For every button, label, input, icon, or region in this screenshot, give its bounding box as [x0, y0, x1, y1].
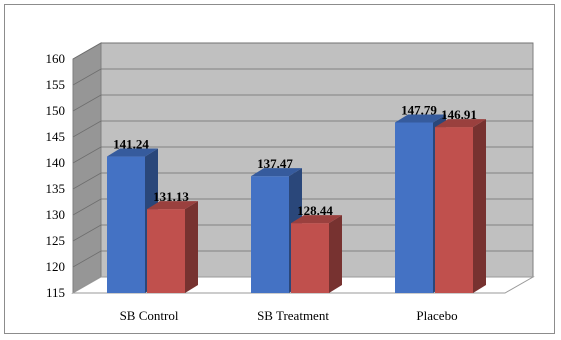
bar-front-0-1	[251, 176, 289, 293]
side-wall	[72, 42, 102, 294]
gridline-side	[72, 198, 102, 216]
y-tick-label: 120	[46, 259, 66, 274]
bar-top-1-2	[435, 119, 486, 128]
y-tick-label: 140	[46, 155, 66, 170]
x-category-label: Placebo	[416, 308, 457, 323]
bar-top-1-1	[291, 215, 342, 224]
bar-front-1-1	[291, 223, 329, 293]
y-tick-label: 130	[46, 207, 66, 222]
bar-side-1-0	[185, 201, 198, 293]
y-tick-label: 125	[46, 233, 66, 248]
gridline-side	[72, 146, 102, 164]
bar-top-0-2	[395, 114, 446, 123]
bar-top-1-0	[147, 201, 198, 210]
gridline-side	[72, 172, 102, 190]
data-label: 146.91	[441, 107, 477, 122]
bar-front-1-0	[147, 209, 185, 293]
gridline-side	[72, 250, 102, 268]
data-label: 131.13	[153, 189, 189, 204]
y-tick-label: 150	[46, 103, 66, 118]
bar-side-1-1	[329, 215, 342, 293]
x-category-label: SB Treatment	[257, 308, 329, 323]
data-label: 137.47	[257, 156, 293, 171]
chart-frame: 115 120 125 130 135 140 145 150 155 160 SB Contro…	[4, 4, 555, 334]
y-tick-label: 135	[46, 181, 66, 196]
x-category-label: SB Control	[120, 308, 179, 323]
bar-side-1-2	[473, 119, 486, 294]
x-axis-categories: SB Control SB Treatment Placebo	[120, 308, 458, 323]
data-labels: 141.24 131.13 137.47 128.44 147.79 146.91	[113, 102, 477, 218]
bar-front-1-2	[435, 127, 473, 294]
gridline-side	[72, 94, 102, 112]
data-label: 147.79	[401, 102, 437, 117]
bar-front-0-0	[107, 156, 145, 293]
bar-chart: 115 120 125 130 135 140 145 150 155 160 SB Contro…	[46, 42, 535, 323]
y-axis-ticks: 115 120 125 130 135 140 145 150 155 160	[46, 51, 66, 300]
bars-group	[107, 114, 486, 294]
gridline-side	[72, 42, 102, 60]
bar-top-0-1	[251, 168, 302, 177]
bar-top-0-0	[107, 148, 158, 157]
data-label: 141.24	[113, 137, 149, 152]
gridline-side	[72, 224, 102, 242]
y-tick-label: 115	[46, 285, 65, 300]
data-label: 128.44	[297, 203, 333, 218]
gridline-side	[72, 120, 102, 138]
y-tick-label: 145	[46, 129, 66, 144]
y-tick-label: 160	[46, 51, 66, 66]
y-tick-label: 155	[46, 77, 66, 92]
gridline-side	[72, 68, 102, 86]
bar-front-0-2	[395, 122, 433, 293]
